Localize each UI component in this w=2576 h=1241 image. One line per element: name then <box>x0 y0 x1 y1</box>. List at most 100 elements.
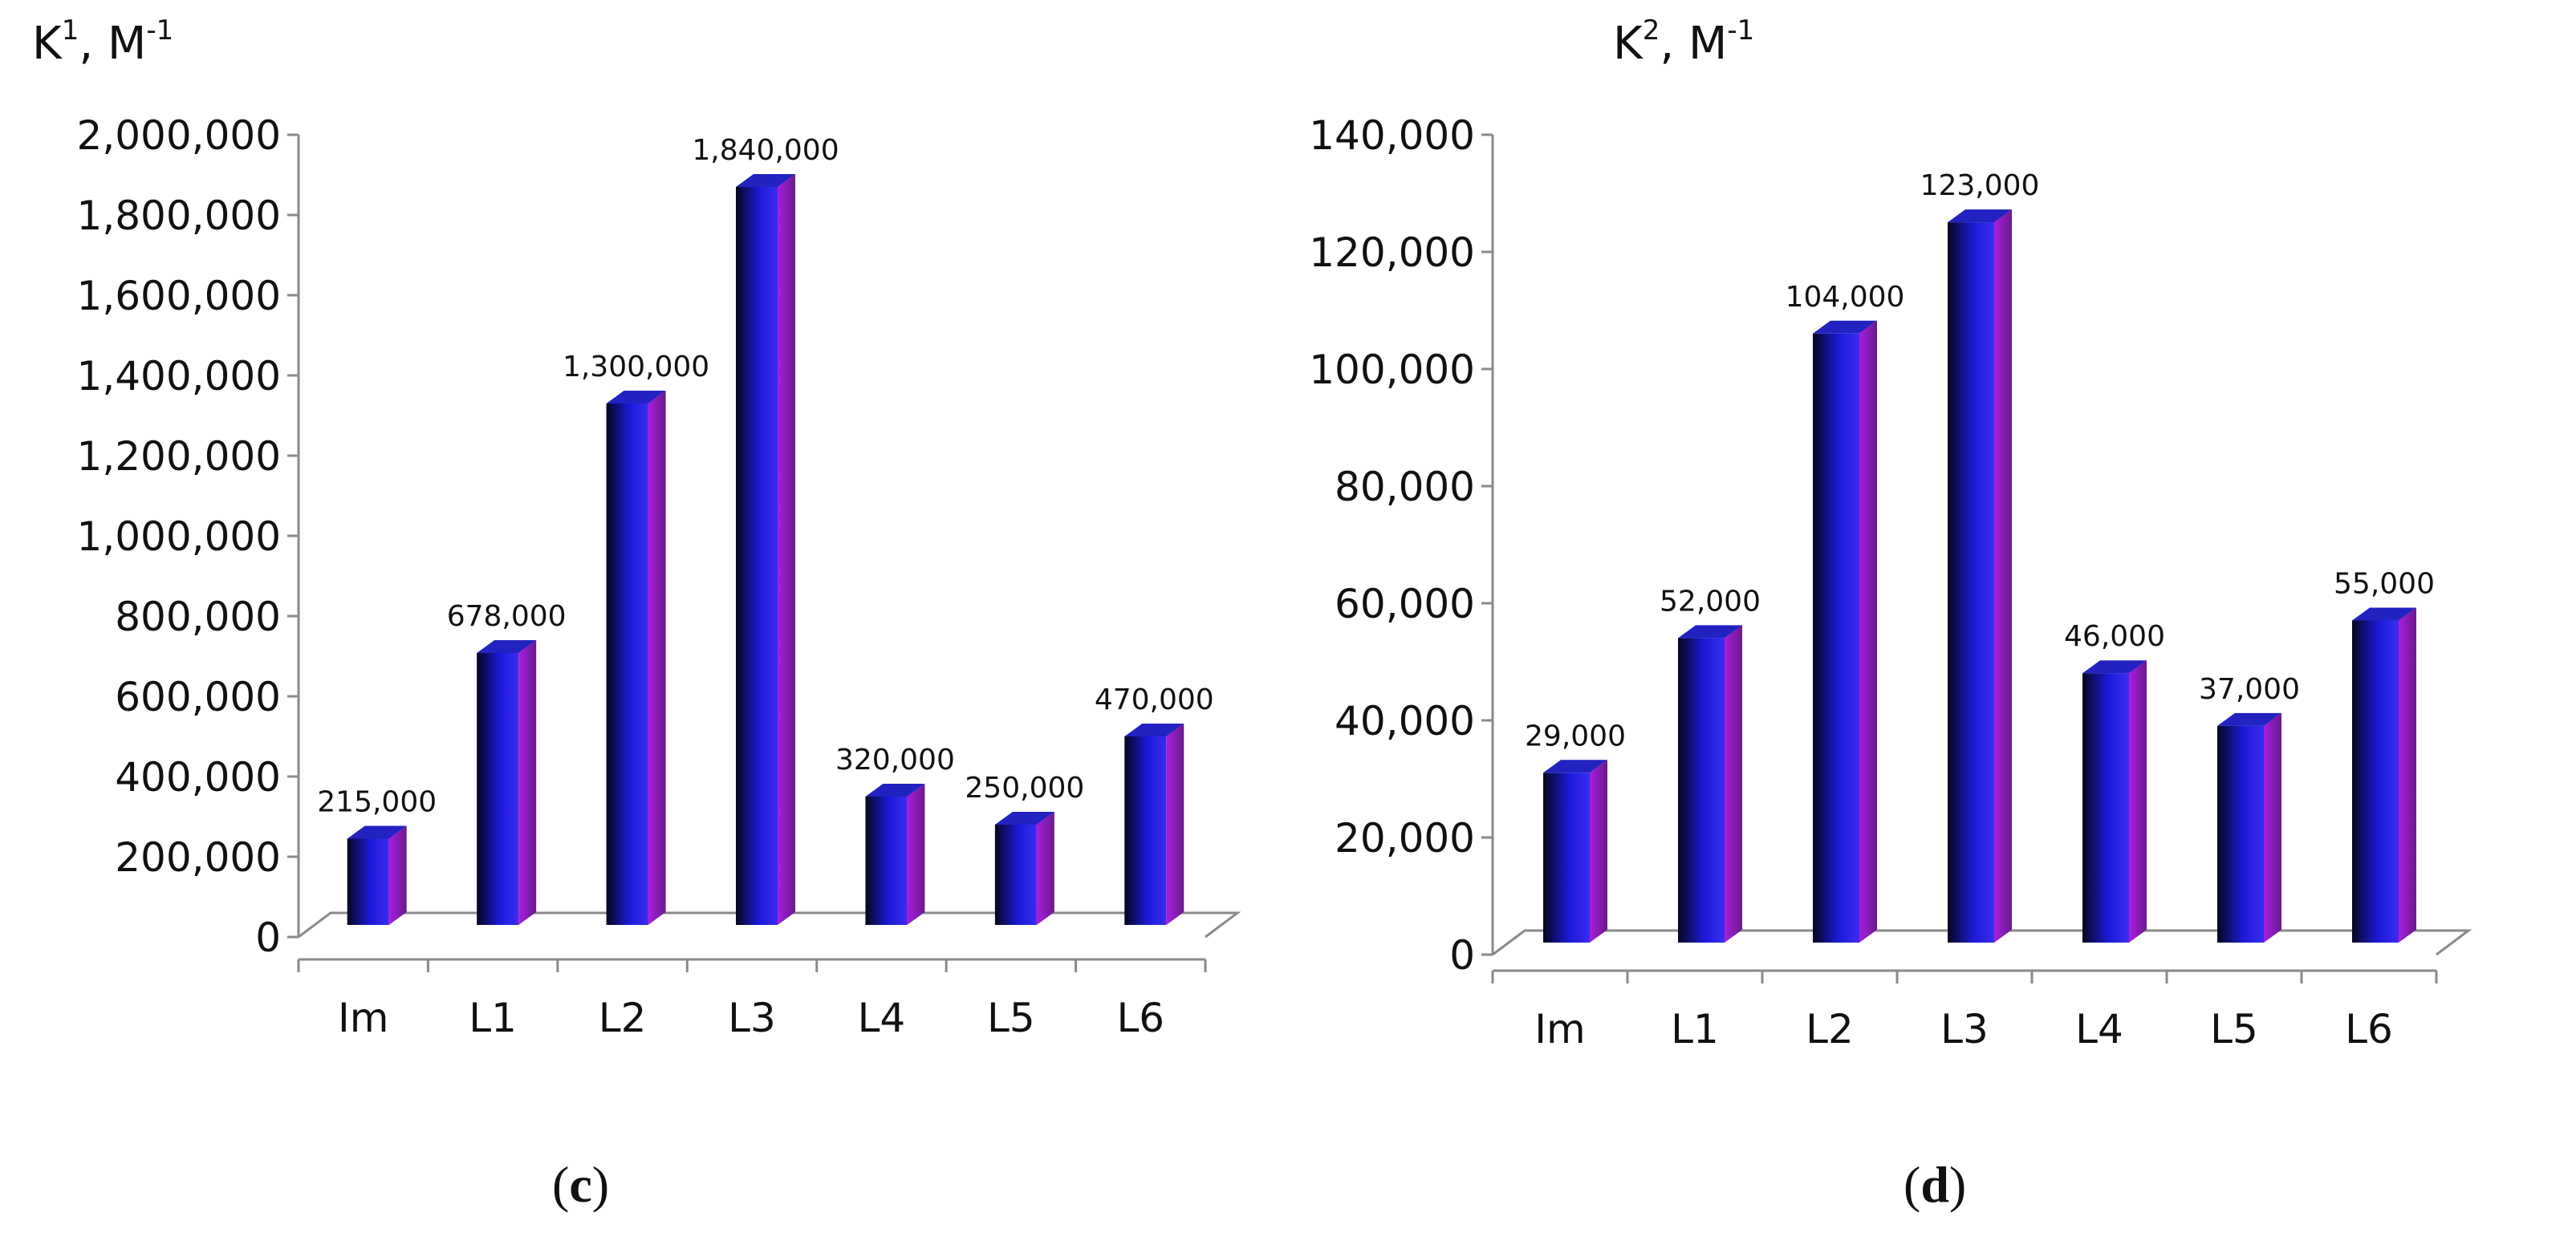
data-label: 55,000 <box>2334 568 2435 601</box>
bar-front <box>1543 773 1590 943</box>
panel-caption-d: (d) <box>1904 1156 1967 1213</box>
data-label: 470,000 <box>1095 683 1214 716</box>
bar-top <box>2352 607 2416 621</box>
y-tick-label: 20,000 <box>1335 815 1475 862</box>
bar-L6 <box>2352 607 2416 943</box>
bar-top <box>347 825 407 839</box>
bar-front <box>477 653 519 925</box>
y-tick-label: 1,600,000 <box>77 273 281 319</box>
y-axis-title-d: K2, M-1 <box>1613 14 1755 70</box>
bar-top <box>994 812 1054 825</box>
y-tick-label: 40,000 <box>1335 698 1475 744</box>
bar-L1 <box>477 640 537 925</box>
bar-top <box>736 174 795 187</box>
y-tick-label: 0 <box>1449 932 1475 979</box>
y-tick-label: 100,000 <box>1309 347 1475 393</box>
data-label: 678,000 <box>447 600 567 633</box>
data-label: 320,000 <box>835 744 955 777</box>
bar-top <box>1678 625 1742 639</box>
bar-side <box>1166 724 1184 925</box>
bar-top <box>2082 660 2147 674</box>
bar-Im <box>347 825 407 925</box>
data-label: 46,000 <box>2064 620 2165 653</box>
data-label: 52,000 <box>1660 585 1761 618</box>
x-tick-label: L4 <box>2075 1006 2123 1052</box>
bar-side <box>907 784 925 925</box>
y-tick-label: 1,200,000 <box>77 433 281 480</box>
x-tick-label: Im <box>1534 1006 1585 1052</box>
bar-top <box>1543 760 1607 773</box>
y-tick-label: 800,000 <box>115 594 281 640</box>
data-label: 37,000 <box>2199 673 2300 706</box>
y-tick-label: 600,000 <box>115 674 281 720</box>
x-tick-label: L3 <box>1940 1006 1989 1052</box>
x-tick-label: L6 <box>2345 1006 2393 1052</box>
x-tick-label: L6 <box>1116 995 1164 1041</box>
y-tick-label: 1,400,000 <box>77 353 281 399</box>
bar-L4 <box>865 784 925 925</box>
bar-top <box>1124 724 1184 736</box>
bar-side <box>778 174 795 925</box>
bar-L2 <box>606 391 666 925</box>
bar-front <box>606 404 648 925</box>
bar-side <box>518 640 537 925</box>
bar-L2 <box>1813 320 1877 943</box>
y-tick-label: 140,000 <box>1309 112 1475 159</box>
y-tick-label: 2,000,000 <box>77 112 281 159</box>
panel-caption-c: (c) <box>552 1156 610 1213</box>
bar-L3 <box>1948 209 2012 943</box>
data-label: 29,000 <box>1525 720 1626 752</box>
bar-side <box>1994 209 2012 943</box>
bar-top <box>606 391 666 404</box>
bar-Im <box>1543 760 1607 943</box>
bar-side <box>648 391 666 925</box>
bar-chart-c: 0 200,000 400,000 600,000 800,000 1,000,000 1,… <box>77 112 1241 1041</box>
y-tick-label: 1,000,000 <box>77 513 281 560</box>
bar-side <box>2264 712 2281 943</box>
bar-side <box>388 825 407 925</box>
bar-top <box>1813 320 1877 334</box>
x-tick-label: Im <box>338 995 388 1041</box>
bar-L3 <box>736 174 795 925</box>
bar-front <box>736 187 778 925</box>
bar-L5 <box>2217 712 2281 943</box>
bar-top <box>477 640 537 653</box>
bar-front <box>1124 736 1167 925</box>
bar-side <box>1859 320 1877 943</box>
x-tick-label: L1 <box>469 995 517 1041</box>
data-label: 123,000 <box>1920 169 2040 202</box>
bar-front <box>347 838 389 925</box>
bar-L6 <box>1124 724 1184 925</box>
y-tick-label: 400,000 <box>115 754 281 801</box>
bar-top <box>865 784 925 797</box>
bar-front <box>2082 673 2129 943</box>
x-tick-label: L2 <box>1806 1006 1854 1052</box>
x-tick-label: L4 <box>858 995 906 1041</box>
x-tick-label: L5 <box>987 995 1035 1041</box>
bar-L5 <box>994 812 1054 925</box>
bar-front <box>1948 222 1994 943</box>
bar-side <box>2399 607 2416 943</box>
y-tick-label: 1,800,000 <box>77 193 281 239</box>
bar-L1 <box>1678 625 1742 943</box>
bar-front <box>1813 333 1859 943</box>
data-label: 1,300,000 <box>563 351 709 383</box>
y-tick-label: 80,000 <box>1335 464 1475 510</box>
y-tick-label: 200,000 <box>115 834 281 881</box>
bar-front <box>2217 725 2264 943</box>
bar-side <box>1590 760 1607 943</box>
x-tick-label: L3 <box>728 995 776 1041</box>
x-tick-label: L1 <box>1671 1006 1719 1052</box>
y-axis-title-c: K1, M-1 <box>32 14 174 70</box>
data-label: 1,840,000 <box>692 134 839 167</box>
bar-front <box>994 825 1037 925</box>
data-label: 104,000 <box>1786 281 1905 314</box>
bar-top <box>2217 712 2281 726</box>
bar-front <box>1678 638 1725 943</box>
bar-top <box>1948 209 2012 223</box>
y-tick-label: 0 <box>255 915 281 961</box>
bar-front <box>865 797 908 925</box>
bar-side <box>2129 660 2147 943</box>
data-label: 250,000 <box>965 772 1084 805</box>
